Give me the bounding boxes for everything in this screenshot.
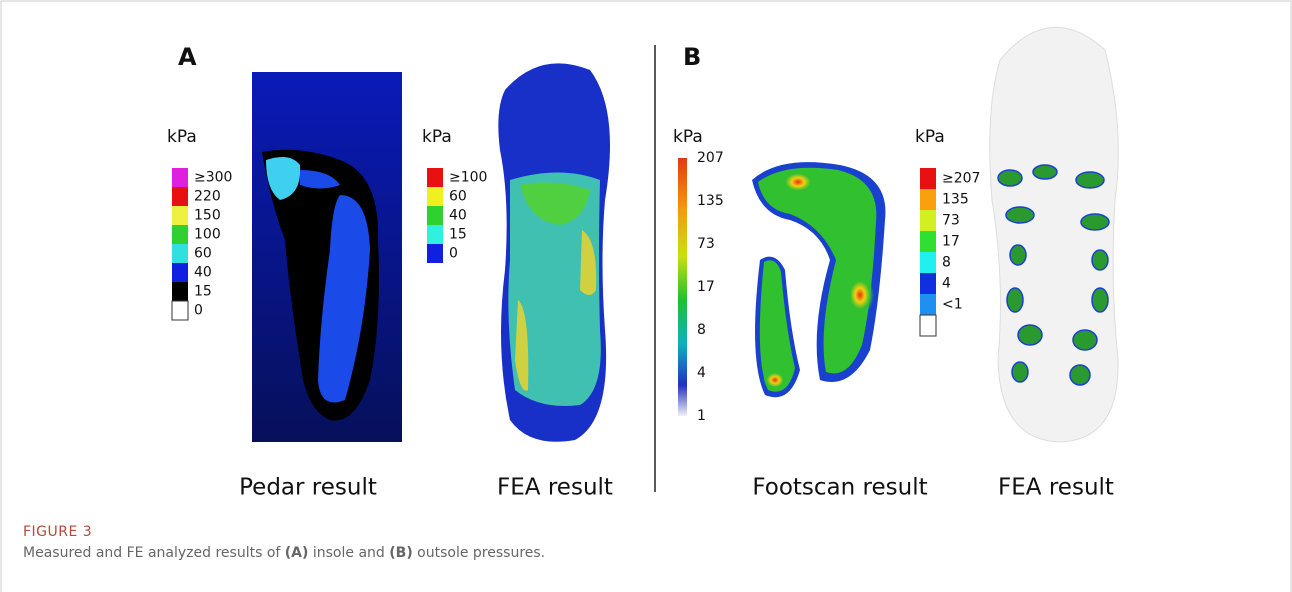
figure-art: A B kPa≥3002201501006040150kPa — [0, 0, 1292, 592]
panel-label: B — [683, 43, 701, 71]
color-swatch — [920, 210, 936, 231]
legend-label: ≥300 — [194, 170, 232, 186]
legend-label: 1 — [697, 408, 706, 424]
legend-label: 17 — [942, 234, 960, 250]
color-swatch — [172, 301, 188, 320]
legend-label: 15 — [194, 284, 212, 300]
legend-label: 40 — [449, 208, 467, 224]
color-swatch — [172, 206, 188, 225]
footscan-image — [752, 162, 885, 397]
fea-insole-image — [498, 63, 610, 441]
color-swatch — [920, 168, 936, 189]
color-swatch — [920, 231, 936, 252]
image-caption: FEA result — [497, 475, 613, 501]
figure-label: FIGURE 3 — [23, 524, 92, 540]
legend-label: 4 — [697, 365, 706, 381]
color-swatch — [172, 244, 188, 263]
color-swatch — [427, 225, 443, 244]
legend-label: 15 — [449, 227, 467, 243]
figure-caption: Measured and FE analyzed results of (A) … — [23, 545, 545, 561]
legend-unit: kPa — [167, 127, 197, 147]
legend-label: 17 — [697, 279, 715, 295]
color-swatch — [920, 315, 936, 336]
legend-unit: kPa — [915, 127, 945, 147]
image-caption: Pedar result — [239, 475, 377, 501]
image-caption: FEA result — [998, 475, 1114, 501]
fea-outsole-image — [990, 27, 1119, 442]
legend-label: 135 — [942, 192, 969, 208]
color-swatch — [172, 225, 188, 244]
color-swatch — [427, 244, 443, 263]
color-bar — [678, 158, 687, 416]
pedar-image — [252, 72, 402, 442]
color-swatch — [172, 282, 188, 301]
legend-unit: kPa — [673, 127, 703, 147]
legend-label: 0 — [194, 303, 203, 319]
image-caption: Footscan result — [752, 475, 927, 501]
legend-label: 150 — [194, 208, 221, 224]
legend-label: 73 — [942, 213, 960, 229]
legend-label: 207 — [697, 150, 724, 166]
legend-label: 0 — [449, 246, 458, 262]
legend-label: 220 — [194, 189, 221, 205]
legend-label: 8 — [942, 255, 951, 271]
color-swatch — [427, 187, 443, 206]
color-swatch — [920, 294, 936, 315]
caption-text: outsole pressures. — [413, 545, 545, 561]
legend-label: 135 — [697, 193, 724, 209]
legend-label: ≥207 — [942, 171, 980, 187]
color-swatch — [172, 187, 188, 206]
legend-label: <1 — [942, 297, 963, 313]
legend-unit: kPa — [422, 127, 452, 147]
color-swatch — [172, 263, 188, 282]
legend-label: 8 — [697, 322, 706, 338]
color-swatch — [427, 206, 443, 225]
color-swatch — [427, 168, 443, 187]
color-swatch — [920, 189, 936, 210]
legend-label: 73 — [697, 236, 715, 252]
legend-label: ≥100 — [449, 170, 487, 186]
caption-ref: (B) — [389, 545, 412, 561]
legend-label: 40 — [194, 265, 212, 281]
legend-label: 60 — [194, 246, 212, 262]
caption-text: insole and — [308, 545, 389, 561]
legend-label: 4 — [942, 276, 951, 292]
figure-page: A B kPa≥3002201501006040150kPa — [0, 0, 1292, 592]
caption-text: Measured and FE analyzed results of — [23, 545, 285, 561]
legend-label: 100 — [194, 227, 221, 243]
caption-ref: (A) — [285, 545, 309, 561]
color-swatch — [920, 252, 936, 273]
legend-label: 60 — [449, 189, 467, 205]
panel-label: A — [178, 43, 197, 71]
color-swatch — [920, 273, 936, 294]
color-swatch — [172, 168, 188, 187]
